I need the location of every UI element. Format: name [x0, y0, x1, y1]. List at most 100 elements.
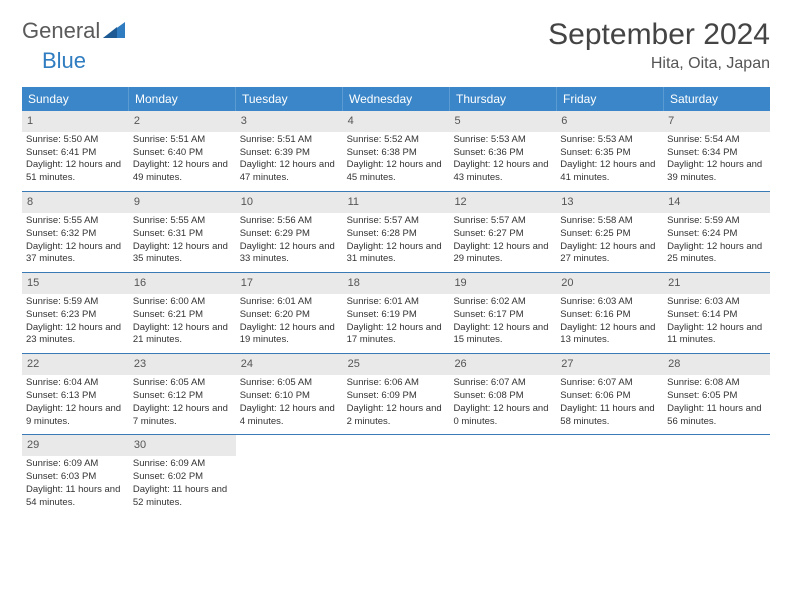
cell-body: Sunrise: 6:06 AMSunset: 6:09 PMDaylight:… — [343, 377, 450, 428]
sunset-text: Sunset: 6:19 PM — [347, 309, 446, 322]
title-block: September 2024 Hita, Oita, Japan — [548, 18, 770, 73]
calendar-cell: 3Sunrise: 5:51 AMSunset: 6:39 PMDaylight… — [236, 111, 343, 191]
sunset-text: Sunset: 6:09 PM — [347, 390, 446, 403]
cell-body: Sunrise: 6:03 AMSunset: 6:14 PMDaylight:… — [663, 296, 770, 347]
sunrise-text: Sunrise: 5:53 AM — [453, 134, 552, 147]
daylight-text: Daylight: 12 hours and 41 minutes. — [560, 159, 659, 185]
daylight-text: Daylight: 12 hours and 11 minutes. — [667, 322, 766, 348]
daylight-text: Daylight: 12 hours and 19 minutes. — [240, 322, 339, 348]
day-number: 6 — [556, 111, 663, 132]
calendar-cell: 18Sunrise: 6:01 AMSunset: 6:19 PMDayligh… — [343, 273, 450, 353]
calendar-cell: 28Sunrise: 6:08 AMSunset: 6:05 PMDayligh… — [663, 354, 770, 434]
sunrise-text: Sunrise: 5:53 AM — [560, 134, 659, 147]
daylight-text: Daylight: 12 hours and 7 minutes. — [133, 403, 232, 429]
cell-body: Sunrise: 5:57 AMSunset: 6:27 PMDaylight:… — [449, 215, 556, 266]
calendar-cell — [663, 435, 770, 515]
sunrise-text: Sunrise: 5:54 AM — [667, 134, 766, 147]
calendar-cell: 4Sunrise: 5:52 AMSunset: 6:38 PMDaylight… — [343, 111, 450, 191]
sunrise-text: Sunrise: 6:05 AM — [240, 377, 339, 390]
day-number: 10 — [236, 192, 343, 213]
daylight-text: Daylight: 12 hours and 47 minutes. — [240, 159, 339, 185]
sunset-text: Sunset: 6:29 PM — [240, 228, 339, 241]
day-number: 9 — [129, 192, 236, 213]
sunset-text: Sunset: 6:24 PM — [667, 228, 766, 241]
daylight-text: Daylight: 12 hours and 2 minutes. — [347, 403, 446, 429]
calendar-cell — [236, 435, 343, 515]
calendar-cell — [343, 435, 450, 515]
daylight-text: Daylight: 12 hours and 13 minutes. — [560, 322, 659, 348]
calendar-cell: 23Sunrise: 6:05 AMSunset: 6:12 PMDayligh… — [129, 354, 236, 434]
calendar-cell: 22Sunrise: 6:04 AMSunset: 6:13 PMDayligh… — [22, 354, 129, 434]
daylight-text: Daylight: 12 hours and 33 minutes. — [240, 241, 339, 267]
calendar-cell: 11Sunrise: 5:57 AMSunset: 6:28 PMDayligh… — [343, 192, 450, 272]
calendar-cell: 7Sunrise: 5:54 AMSunset: 6:34 PMDaylight… — [663, 111, 770, 191]
sunrise-text: Sunrise: 5:52 AM — [347, 134, 446, 147]
cell-body: Sunrise: 5:56 AMSunset: 6:29 PMDaylight:… — [236, 215, 343, 266]
sunrise-text: Sunrise: 5:57 AM — [347, 215, 446, 228]
day-number: 23 — [129, 354, 236, 375]
calendar-cell: 2Sunrise: 5:51 AMSunset: 6:40 PMDaylight… — [129, 111, 236, 191]
day-number: 19 — [449, 273, 556, 294]
daylight-text: Daylight: 12 hours and 43 minutes. — [453, 159, 552, 185]
cell-body: Sunrise: 6:03 AMSunset: 6:16 PMDaylight:… — [556, 296, 663, 347]
sunrise-text: Sunrise: 6:07 AM — [453, 377, 552, 390]
day-number: 21 — [663, 273, 770, 294]
sunrise-text: Sunrise: 6:03 AM — [667, 296, 766, 309]
sunrise-text: Sunrise: 5:57 AM — [453, 215, 552, 228]
cell-body: Sunrise: 6:09 AMSunset: 6:03 PMDaylight:… — [22, 458, 129, 509]
cell-body: Sunrise: 6:01 AMSunset: 6:19 PMDaylight:… — [343, 296, 450, 347]
cell-body: Sunrise: 5:50 AMSunset: 6:41 PMDaylight:… — [22, 134, 129, 185]
sunset-text: Sunset: 6:38 PM — [347, 147, 446, 160]
sunset-text: Sunset: 6:34 PM — [667, 147, 766, 160]
day-number: 24 — [236, 354, 343, 375]
day-number: 16 — [129, 273, 236, 294]
calendar-cell: 24Sunrise: 6:05 AMSunset: 6:10 PMDayligh… — [236, 354, 343, 434]
day-number: 28 — [663, 354, 770, 375]
cell-body: Sunrise: 5:52 AMSunset: 6:38 PMDaylight:… — [343, 134, 450, 185]
cell-body: Sunrise: 5:54 AMSunset: 6:34 PMDaylight:… — [663, 134, 770, 185]
daylight-text: Daylight: 11 hours and 52 minutes. — [133, 484, 232, 510]
day-number: 29 — [22, 435, 129, 456]
sunset-text: Sunset: 6:35 PM — [560, 147, 659, 160]
sunrise-text: Sunrise: 6:02 AM — [453, 296, 552, 309]
logo: General — [22, 18, 127, 44]
calendar-cell: 10Sunrise: 5:56 AMSunset: 6:29 PMDayligh… — [236, 192, 343, 272]
day-number: 17 — [236, 273, 343, 294]
daylight-text: Daylight: 12 hours and 15 minutes. — [453, 322, 552, 348]
day-number: 26 — [449, 354, 556, 375]
day-number: 8 — [22, 192, 129, 213]
sunset-text: Sunset: 6:25 PM — [560, 228, 659, 241]
calendar-cell: 6 Sunrise: 5:53 AMSunset: 6:35 PMDaylight… — [556, 111, 663, 191]
daylight-text: Daylight: 11 hours and 56 minutes. — [667, 403, 766, 429]
calendar-cell: 13Sunrise: 5:58 AMSunset: 6:25 PMDayligh… — [556, 192, 663, 272]
daylight-text: Daylight: 11 hours and 54 minutes. — [26, 484, 125, 510]
sunset-text: Sunset: 6:21 PM — [133, 309, 232, 322]
daylight-text: Daylight: 12 hours and 4 minutes. — [240, 403, 339, 429]
cell-body: Sunrise: 5:59 AMSunset: 6:24 PMDaylight:… — [663, 215, 770, 266]
calendar-row: 22Sunrise: 6:04 AMSunset: 6:13 PMDayligh… — [22, 353, 770, 434]
cell-body: Sunrise: 6:07 AMSunset: 6:06 PMDaylight:… — [556, 377, 663, 428]
day-number: 11 — [343, 192, 450, 213]
daylight-text: Daylight: 12 hours and 23 minutes. — [26, 322, 125, 348]
weekday-header: Tuesday — [236, 87, 343, 111]
sunset-text: Sunset: 6:31 PM — [133, 228, 232, 241]
cell-body: Sunrise: 5:53 AMSunset: 6:36 PMDaylight:… — [449, 134, 556, 185]
cell-body: Sunrise: 6:07 AMSunset: 6:08 PMDaylight:… — [449, 377, 556, 428]
sunrise-text: Sunrise: 6:00 AM — [133, 296, 232, 309]
cell-body: Sunrise: 6:05 AMSunset: 6:10 PMDaylight:… — [236, 377, 343, 428]
day-number: 7 — [663, 111, 770, 132]
cell-body: Sunrise: 6:04 AMSunset: 6:13 PMDaylight:… — [22, 377, 129, 428]
calendar-cell: 27Sunrise: 6:07 AMSunset: 6:06 PMDayligh… — [556, 354, 663, 434]
daylight-text: Daylight: 12 hours and 31 minutes. — [347, 241, 446, 267]
sunset-text: Sunset: 6:27 PM — [453, 228, 552, 241]
calendar-cell: 26Sunrise: 6:07 AMSunset: 6:08 PMDayligh… — [449, 354, 556, 434]
daylight-text: Daylight: 12 hours and 9 minutes. — [26, 403, 125, 429]
day-number: 22 — [22, 354, 129, 375]
weekday-header: Friday — [557, 87, 664, 111]
calendar-cell — [449, 435, 556, 515]
cell-body: Sunrise: 6:01 AMSunset: 6:20 PMDaylight:… — [236, 296, 343, 347]
day-number: 20 — [556, 273, 663, 294]
cell-body: Sunrise: 5:55 AMSunset: 6:32 PMDaylight:… — [22, 215, 129, 266]
calendar-cell: 8Sunrise: 5:55 AMSunset: 6:32 PMDaylight… — [22, 192, 129, 272]
sunrise-text: Sunrise: 5:51 AM — [240, 134, 339, 147]
